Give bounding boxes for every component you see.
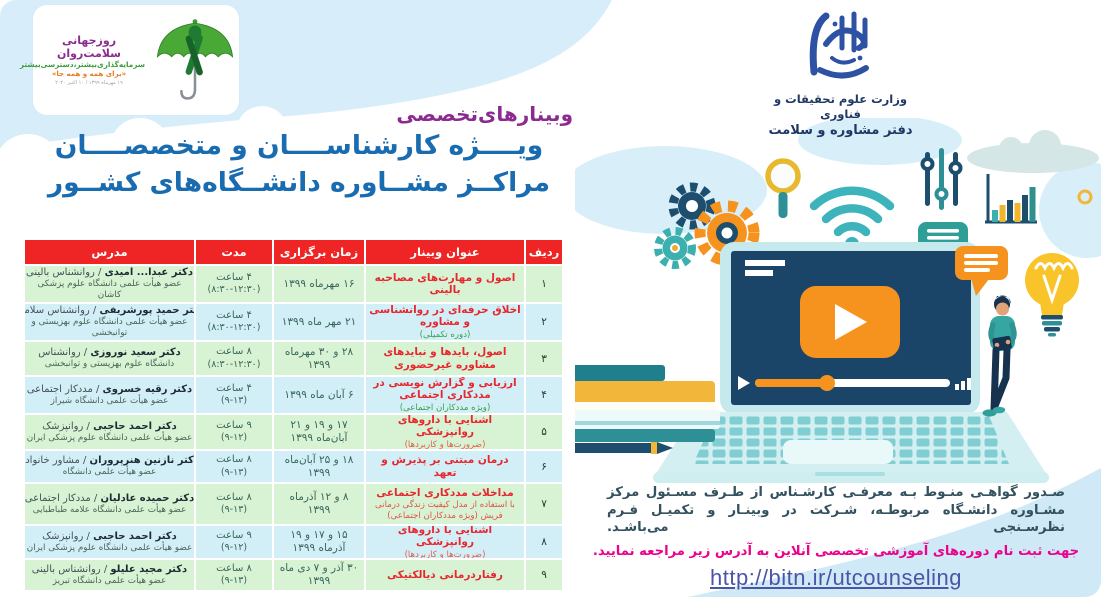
registration-cta: جهت ثبت نام دوره‌های آموزشی تخصصی آنلاین… [592,543,1080,559]
wifi-icon [809,186,895,251]
title-line-1: ویــــژه کارشناســــان و متخصصــــان [54,130,544,161]
light-bulb-icon [1025,253,1079,337]
webinar-duration-cell: ۴ ساعت (۸:۳۰-۱۲:۳۰) [196,304,272,340]
webinar-date-cell: ۱۸ و ۲۵ آبان‌ماه ۱۳۹۹ [274,451,364,482]
instructor-cell: دکتر احمد حاجبی / روانپزشک عضو هیأت علمی… [25,415,194,449]
person-with-tablet [982,295,1017,417]
instructor-cell: دکتر احمد حاجبی / روانپزشک عضو هیأت علمی… [25,526,194,558]
green-ribbon-icon [185,25,203,76]
webinar-title-cell: اصول و مهارت‌های مصاحبه بالینی [366,266,524,302]
bar-chart-icon [985,174,1037,224]
webinar-duration-cell: ۸ ساعت (۹-۱۳) [196,560,272,590]
instructor-cell: دکتر سعید نوروزی / روانشناس دانشگاه علوم… [25,342,194,375]
webinar-date-cell: ۳۰ آذر و ۷ دی ماه ۱۳۹۹ [274,560,364,590]
webinar-title-cell: ارزیابی و گزارش نویسی در مددکاری اجتماعی… [366,377,524,413]
instructor-cell: دکتر حمید پورشریفی / روانشناس سلامت عضو … [25,304,194,340]
row-index: ۸ [526,526,562,558]
webinar-title-cell: رفتاردرمانی دیالکتیکی [366,560,524,590]
row-index: ۳ [526,342,562,375]
webinar-duration-cell: ۴ ساعت (۹-۱۳) [196,377,272,413]
webinar-title-cell: درمان مبتنی بر پذیرش و تعهد [366,451,524,482]
certificate-note: صـدور گواهـی منـوط بـه معرفـی کارشـناس ا… [607,485,1065,535]
webinar-title-cell: اخلاق حرفه‌ای در روانشناسی و مشاوره (دور… [366,304,524,340]
webinar-duration-cell: ۸ ساعت (۹-۱۳) [196,484,272,524]
menu-icon [745,260,785,266]
instructor-cell: دکتر عبدا... امیدی / روانشناس بالینی عضو… [25,266,194,302]
bottom-wave [688,468,1101,597]
webinar-duration-cell: ۴ ساعت (۸:۳۰-۱۲:۳۰) [196,266,272,302]
webinar-title-cell: آشنایی با داروهای روانپزشکی (ضرورت‌ها و … [366,526,524,558]
registration-url[interactable]: http://bitn.ir/utcounseling [710,564,962,590]
col-header-instructor: مدرس [25,240,194,264]
row-index: ۶ [526,451,562,482]
laptop-illustration [575,118,1101,483]
health-day-slogan: سرمایه‌گذاری‌بیشتر،دسترسی‌بیشتر [19,59,145,69]
health-day-title: روزجهانی سلامت‌روان [57,33,121,60]
webinar-duration-cell: ۹ ساعت (۹-۱۲) [196,415,272,449]
col-header-date: زمان برگزاری [274,240,364,264]
books-icon [575,365,720,442]
umbrella-icon [156,19,234,100]
health-day-date: ۱۹ مهرماه ۱۳۹۹ / ۱۰ اکتبر ۲۰۲۰ [55,79,123,86]
webinar-date-cell: ۱۶ مهرماه ۱۳۹۹ [274,266,364,302]
webinar-title-cell: مداخلات مددکاری اجتماعی با استفاده از مد… [366,484,524,524]
col-header-duration: مدت [196,240,272,264]
webinar-title-cell: اصول، بایدها و نبایدهای مشاوره غیرحضوری [366,342,524,375]
row-index: ۴ [526,377,562,413]
mental-health-day-logo: روزجهانی سلامت‌روان سرمایه‌گذاری‌بیشتر،د… [19,5,239,115]
webinar-duration-cell: ۹ ساعت (۹-۱۲) [196,526,272,558]
row-index: ۵ [526,415,562,449]
student-affairs-logo [809,11,869,79]
title-kicker: وبینارهای‌تخصصی [396,102,573,126]
instructor-cell: دکتر رقیه خسروی / مددکار اجتماعی عضو هیأ… [25,377,194,413]
dot-decor [1077,189,1093,205]
row-index: ۲ [526,304,562,340]
office-label: دفتر مشاوره و سلامت [768,123,913,138]
footer: صـدور گواهـی منـوط بـه معرفـی کارشـناس ا… [590,484,1082,591]
touchpad [783,440,893,464]
instructor-cell: دکتر مجید علیلو / روانشناس بالینی عضو هی… [25,560,194,590]
col-header-title: عنوان وبینار [366,240,524,264]
poster-title: وبینارهای‌تخصصی ویــــژه کارشناســــان و… [25,101,573,201]
row-index: ۹ [526,560,562,590]
webinar-date-cell: ۲۸ و ۳۰ مهرماه ۱۳۹۹ [274,342,364,375]
webinar-date-cell: ۱۵ و ۱۷ و ۱۹ آذرماه ۱۳۹۹ [274,526,364,558]
play-button-icon[interactable] [800,286,900,358]
sliders-icon [920,148,963,210]
webinar-date-cell: ۶ آبان ماه ۱۳۹۹ [274,377,364,413]
row-index: ۷ [526,484,562,524]
instructor-cell: دکتر حمیده عادلیان / مددکار اجتماعی عضو … [25,484,194,524]
webinar-date-cell: ۸ و ۱۲ آذرماه ۱۳۹۹ [274,484,364,524]
title-line-2: مراکــز مشــاوره دانشــگاه‌های کشــور [47,167,551,198]
webinar-date-cell: ۲۱ مهر ماه ۱۳۹۹ [274,304,364,340]
student-affairs-org: وزارت علوم تحقیقات و فناوری دفتر مشاوره … [768,6,913,140]
instructor-cell: دکتر نازنین هنرپروران / مشاور خانواده عض… [25,451,194,482]
mental-health-day-text: روزجهانی سلامت‌روان سرمایه‌گذاری‌بیشتر،د… [19,33,151,87]
webinar-date-cell: ۱۷ و ۱۹ و ۲۱ آبان‌ماه ۱۳۹۹ [274,415,364,449]
health-day-tagline: «برای همه و همه جا» [51,69,127,78]
laptop-icon [653,242,1049,483]
gray-cloud [967,130,1099,173]
webinar-duration-cell: ۸ ساعت (۸:۳۰-۱۲:۳۰) [196,342,272,375]
video-progress-bar[interactable] [738,375,971,391]
pencil-icon [575,442,673,454]
speech-bubble-orange-icon [955,246,1008,296]
webinar-duration-cell: ۸ ساعت (۹-۱۳) [196,451,272,482]
row-index: ۱ [526,266,562,302]
webinar-title-cell: آشنایی با داروهای روانپزشکی (ضرورت‌ها و … [366,415,524,449]
magnifier-icon [765,158,801,218]
webinar-table: ردیف عنوان وبینار زمان برگزاری مدت مدرس … [25,240,562,590]
ministry-label: وزارت علوم تحقیقات و فناوری [774,92,907,121]
col-header-index: ردیف [526,240,562,264]
